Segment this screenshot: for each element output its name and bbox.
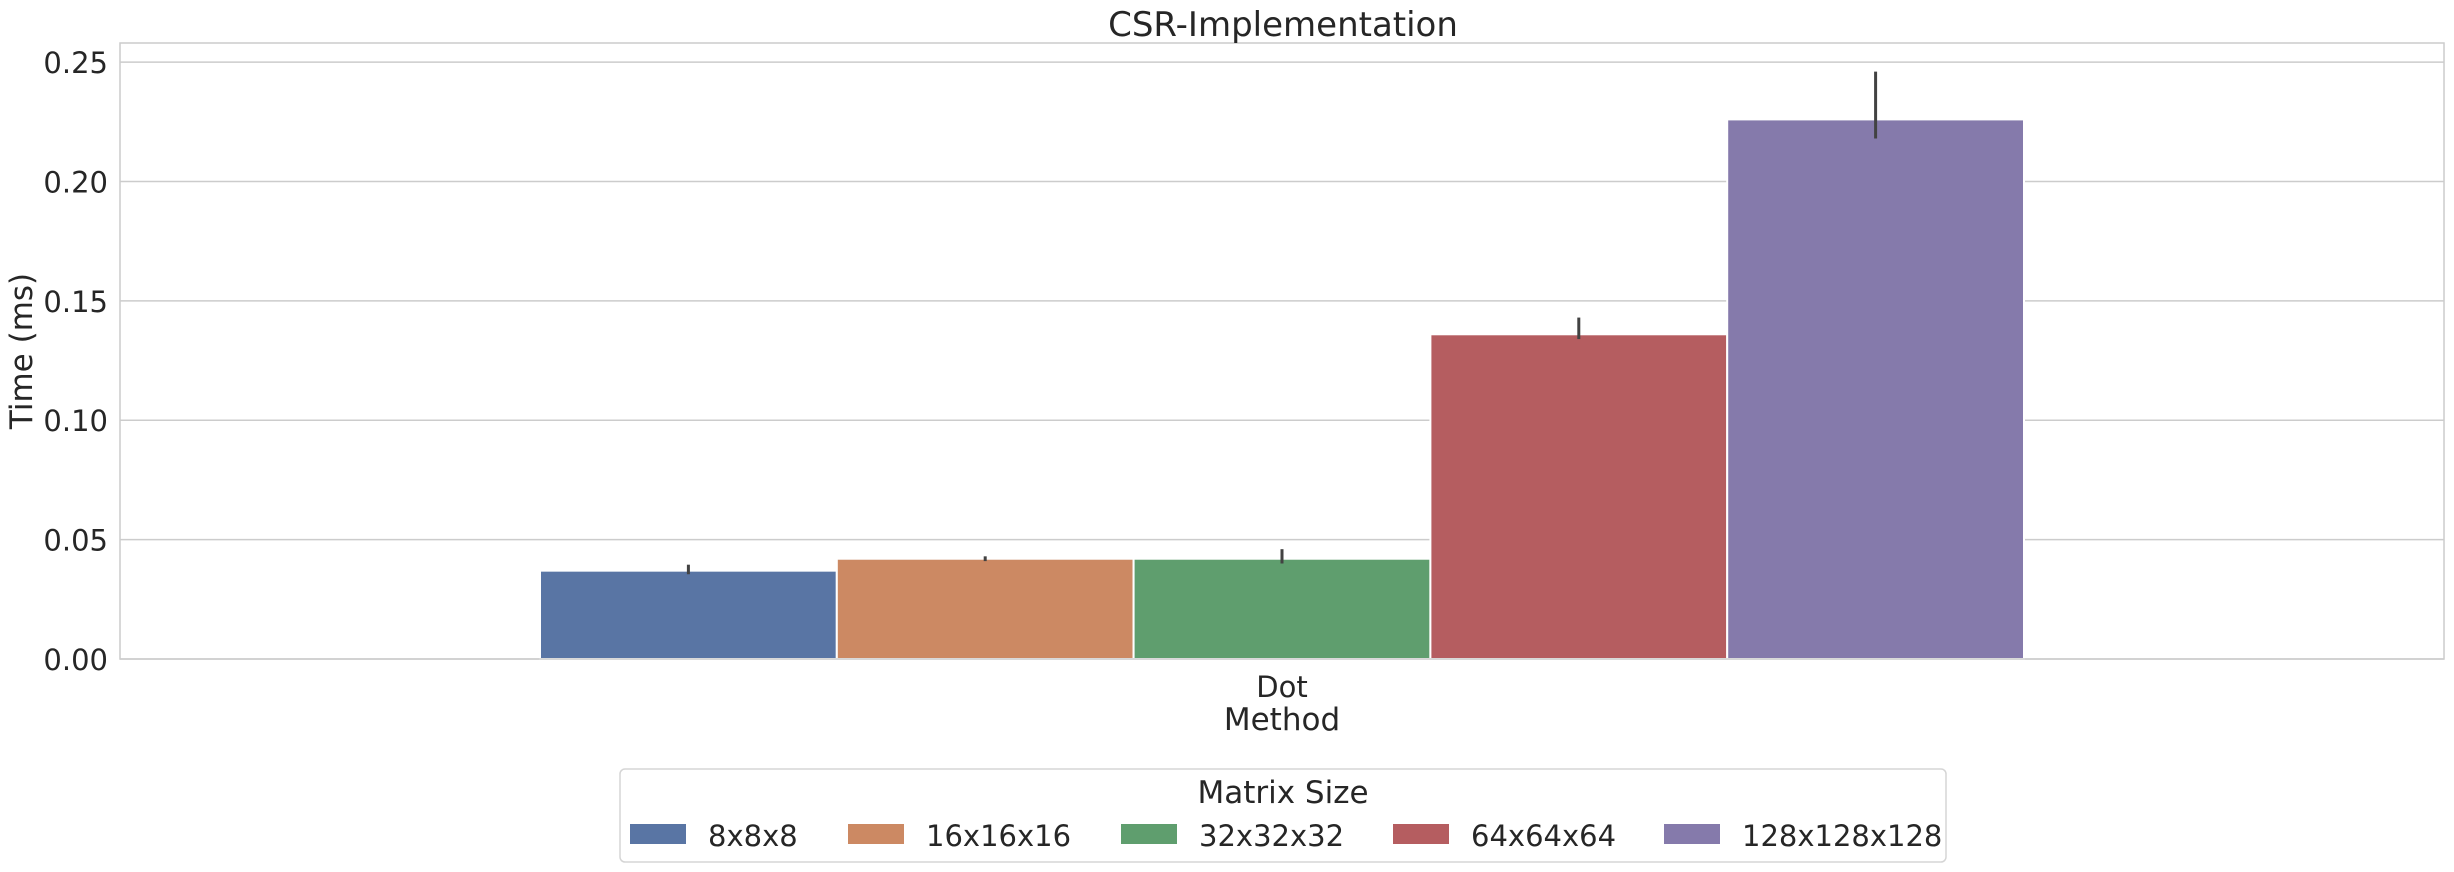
legend: Matrix Size 8x8x8 16x16x16 32x32x32 64x64x6…: [619, 768, 1947, 863]
error-bars: [686, 71, 1878, 575]
bar-128x128x128: [1726, 118, 2025, 661]
bar-32x32x32: [1132, 557, 1432, 661]
bar-64x64x64: [1429, 333, 1729, 660]
legend-label: 16x16x16: [926, 819, 1071, 853]
legend-swatch-16x16x16: [848, 824, 904, 844]
legend-label: 64x64x64: [1471, 819, 1616, 853]
legend-swatch-8x8x8: [630, 824, 686, 844]
legend-swatch-32x32x32: [1121, 824, 1177, 844]
legend-label: 32x32x32: [1199, 819, 1344, 853]
x-axis-label: Method: [1224, 702, 1340, 738]
legend-label: 8x8x8: [708, 819, 798, 853]
y-tick-labels: 0.00 0.05 0.10 0.15 0.20 0.25: [43, 46, 108, 677]
y-axis-label: Time (ms): [4, 273, 40, 430]
bar-8x8x8: [539, 569, 838, 661]
y-tick-label: 0.15: [43, 285, 108, 319]
bar-16x16x16: [835, 557, 1135, 661]
bars: [539, 118, 2025, 661]
x-tick-labels: Dot: [1256, 670, 1307, 704]
legend-title: Matrix Size: [1197, 775, 1368, 811]
x-tick-label: Dot: [1256, 670, 1307, 704]
legend-label: 128x128x128: [1742, 819, 1942, 853]
chart-title: CSR-Implementation: [1108, 5, 1458, 45]
y-tick-label: 0.10: [43, 404, 108, 438]
legend-swatch-64x64x64: [1393, 824, 1449, 844]
legend-box: [619, 768, 1947, 863]
legend-swatch-128x128x128: [1664, 824, 1720, 844]
legend-items: 8x8x8 16x16x16 32x32x32 64x64x64 128x128x128: [630, 819, 1942, 853]
y-tick-label: 0.00: [43, 643, 108, 677]
plot-frame: [119, 42, 2445, 660]
y-tick-label: 0.25: [43, 46, 108, 80]
y-tick-label: 0.20: [43, 165, 108, 199]
y-tick-label: 0.05: [43, 524, 108, 558]
